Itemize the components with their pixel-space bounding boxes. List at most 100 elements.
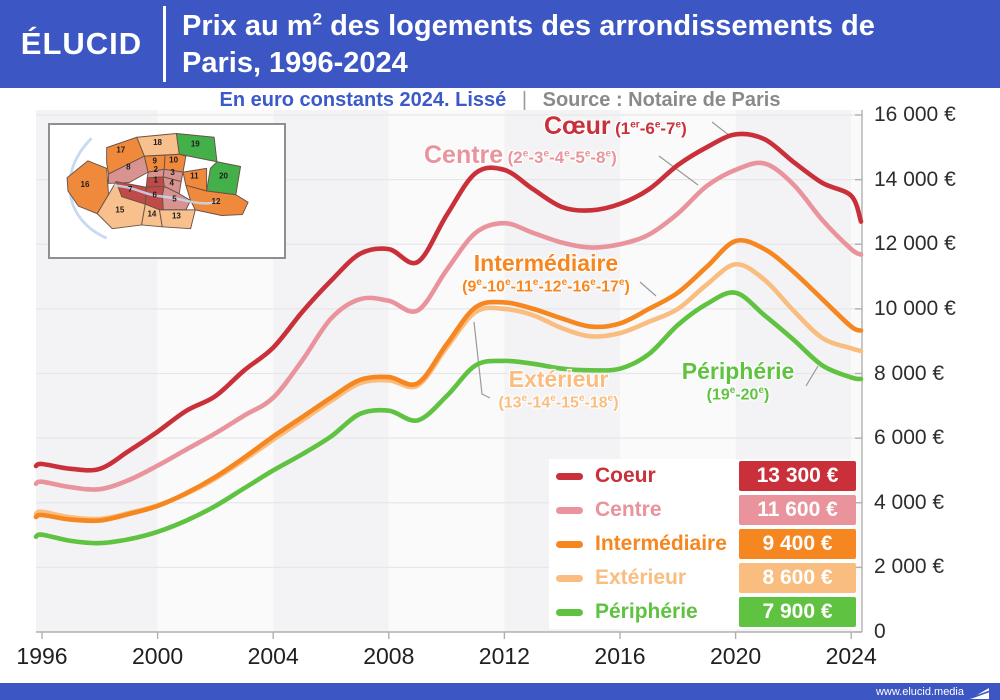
x-tick-label: 2008 xyxy=(363,643,415,669)
legend-row-exterieur: Extérieur 8 600 € xyxy=(549,561,856,595)
legend-value-centre: 11 600 € xyxy=(739,495,856,525)
arrondissement-number: 4 xyxy=(169,178,174,187)
arrondissement-number: 12 xyxy=(212,197,221,206)
series-label-centre: Centre (2e-3e-4e-5e-8e) xyxy=(424,141,617,170)
y-tick-label: 8 000 € xyxy=(874,361,945,385)
legend-value-intermediaire: 9 400 € xyxy=(739,529,856,559)
peripherie-color-dash xyxy=(556,608,583,616)
arrondissement-number: 20 xyxy=(219,172,228,181)
y-tick-label: 12 000 € xyxy=(874,232,956,256)
arrondissement-10 xyxy=(163,153,187,173)
arrondissement-number: 19 xyxy=(191,140,200,149)
arrondissement-number: 6 xyxy=(153,191,158,200)
arrondissement-number: 14 xyxy=(147,209,156,218)
arrondissement-number: 13 xyxy=(172,211,181,220)
y-tick-label: 2 000 € xyxy=(874,555,945,579)
y-tick-label: 6 000 € xyxy=(874,426,945,450)
arrondissement-number: 10 xyxy=(169,156,178,165)
arrondissement-number: 8 xyxy=(126,162,131,171)
elucid-logo: ÉLUCID xyxy=(0,0,163,88)
arrondissement-number: 9 xyxy=(153,157,158,166)
exterieur-color-dash xyxy=(556,574,583,582)
x-tick-label: 1996 xyxy=(16,643,68,669)
subtitle-separator: | xyxy=(521,89,528,111)
arrondissement-number: 17 xyxy=(116,145,125,154)
centre-label-name: Centre xyxy=(424,141,504,169)
title-box: Prix au m2 des logements des arrondissem… xyxy=(166,0,1000,88)
centre-color-dash xyxy=(556,506,583,514)
arrondissement-number: 11 xyxy=(190,172,199,181)
arrondissement-number: 16 xyxy=(81,180,90,189)
seine-river xyxy=(114,184,219,205)
series-label-peripherie: Périphérie (19e-20e) xyxy=(658,358,818,404)
arrondissement-number: 2 xyxy=(153,165,158,174)
legend-label-exterieur: Extérieur xyxy=(595,566,687,589)
series-label-coeur: Cœur (1er-6e-7e) xyxy=(544,112,687,141)
subtitle-note: En euro constants 2024. Lissé xyxy=(219,89,507,111)
title-text: Prix au m xyxy=(182,10,313,42)
peripherie-label-name: Périphérie xyxy=(681,358,795,384)
coeur-color-dash xyxy=(556,472,583,480)
arrondissement-number: 5 xyxy=(172,194,177,203)
centre-label-detail: (2e-3e-4e-5e-8e) xyxy=(507,148,617,167)
x-tick-label: 2016 xyxy=(594,643,646,669)
arrondissement-number: 15 xyxy=(115,206,124,215)
legend-row-centre: Centre 11 600 € xyxy=(549,493,856,527)
intermediaire-color-dash xyxy=(556,540,583,548)
title-text-rest: des logements des arrondissements de Par… xyxy=(182,10,875,80)
arrondissement-12 xyxy=(185,184,249,216)
x-tick-label: 2004 xyxy=(247,643,299,669)
legend: Coeur 13 300 € Centre 11 600 € Intermédi… xyxy=(549,459,856,629)
footer-bar: www.elucid.media xyxy=(0,683,1000,700)
arrondissement-number: 1 xyxy=(153,176,158,185)
arrondissement-number: 7 xyxy=(128,185,133,194)
arrondissement-number: 18 xyxy=(153,138,162,147)
legend-label-peripherie: Périphérie xyxy=(595,600,698,623)
y-tick-label: 16 000 € xyxy=(874,103,956,126)
header-divider xyxy=(163,6,166,82)
arrondissement-15 xyxy=(96,181,146,230)
legend-value-peripherie: 7 900 € xyxy=(739,597,856,627)
footer-url: www.elucid.media xyxy=(875,685,964,698)
legend-row-coeur: Coeur 13 300 € xyxy=(549,459,856,493)
x-tick-label: 2024 xyxy=(825,643,877,669)
peripherie-label-detail: (19e-20e) xyxy=(706,385,770,404)
intermediaire-label-name: Intermédiaire xyxy=(473,250,619,276)
title-superscript: 2 xyxy=(312,9,323,29)
legend-label-centre: Centre xyxy=(595,498,662,521)
subtitle-source: Source : Notaire de Paris xyxy=(542,89,781,111)
x-tick-label: 2000 xyxy=(132,643,184,669)
exterieur-label-name: Extérieur xyxy=(508,366,609,392)
x-tick-label: 2020 xyxy=(710,643,762,669)
legend-label-intermediaire: Intermédiaire xyxy=(595,532,727,555)
elucid-flag-icon xyxy=(970,687,990,699)
arrondissement-number: 3 xyxy=(170,168,175,177)
coeur-label-detail: (1er-6e-7e) xyxy=(615,119,687,138)
coeur-label-name: Cœur xyxy=(544,112,611,140)
chart-subtitle: En euro constants 2024. Lissé | Source :… xyxy=(0,89,1000,112)
series-label-intermediaire: Intermédiaire (9e-10e-11e-12e-16e-17e) xyxy=(438,250,654,296)
y-tick-label: 4 000 € xyxy=(874,490,945,514)
page-title: Prix au m2 des logements des arrondissem… xyxy=(182,8,942,82)
legend-value-exterieur: 8 600 € xyxy=(739,563,856,593)
exterieur-label-detail: (13e-14e-15e-18e) xyxy=(498,393,619,412)
header-bar: ÉLUCID Prix au m2 des logements des arro… xyxy=(0,0,1000,88)
y-tick-label: 10 000 € xyxy=(874,296,956,320)
arrondissement-13 xyxy=(158,209,196,230)
y-tick-label: 14 000 € xyxy=(874,167,956,191)
y-tick-label: 0 xyxy=(874,620,886,643)
intermediaire-label-detail: (9e-10e-11e-12e-16e-17e) xyxy=(462,277,630,296)
paris-arrondissements-map: 1 2 3 4 5 6 7 8 9 10 11 12 13 14 15 16 17 18 19 20 xyxy=(48,123,286,259)
legend-row-intermediaire: Intermédiaire 9 400 € xyxy=(549,527,856,561)
series-label-exterieur: Extérieur (13e-14e-15e-18e) xyxy=(476,366,641,412)
legend-value-coeur: 13 300 € xyxy=(739,461,856,491)
legend-label-coeur: Coeur xyxy=(595,464,656,487)
seine-river-loop xyxy=(68,137,108,240)
legend-row-peripherie: Périphérie 7 900 € xyxy=(549,595,856,629)
elucid-logo-text: ÉLUCID xyxy=(20,26,143,61)
x-tick-label: 2012 xyxy=(478,643,530,669)
